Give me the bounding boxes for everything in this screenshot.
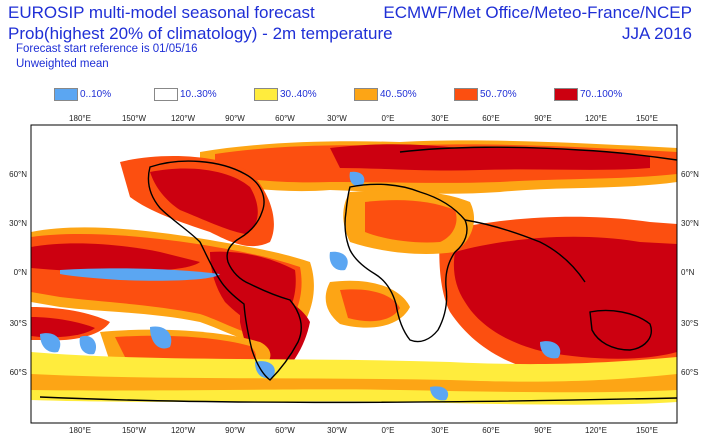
lon-label: 90°E bbox=[534, 426, 551, 435]
coastlines bbox=[39, 146, 677, 404]
legend-label: 0..10% bbox=[80, 89, 112, 100]
season-label: JJA 2016 bbox=[622, 24, 692, 43]
lon-label: 30°E bbox=[431, 426, 448, 435]
lon-label: 30°E bbox=[431, 114, 448, 123]
lat-label: 60°S bbox=[10, 368, 27, 377]
probability-fields bbox=[31, 140, 677, 405]
legend-label: 70..100% bbox=[580, 89, 623, 100]
lat-label: 60°N bbox=[9, 170, 27, 179]
lon-label: 180°E bbox=[69, 114, 91, 123]
right-lat-labels: 60°N 30°N 0°N 30°S 60°S bbox=[681, 170, 699, 377]
lon-label: 60°W bbox=[275, 426, 295, 435]
legend-label: 30..40% bbox=[280, 89, 317, 100]
legend-swatch bbox=[454, 88, 478, 101]
lat-label: 30°S bbox=[681, 319, 698, 328]
lon-label: 150°W bbox=[122, 426, 147, 435]
top-lon-labels: 180°E 150°W 120°W 90°W 60°W 30°W 0°E 30°… bbox=[69, 114, 658, 123]
lat-label: 0°N bbox=[681, 268, 695, 277]
lon-label: 60°W bbox=[275, 114, 295, 123]
lat-label: 30°N bbox=[681, 219, 699, 228]
bottom-lon-labels: 180°E 150°W 120°W 90°W 60°W 30°W 0°E 30°… bbox=[69, 426, 658, 435]
forecast-map: 180°E 150°W 120°W 90°W 60°W 30°W 0°E 30°… bbox=[0, 112, 706, 437]
lon-label: 90°E bbox=[534, 114, 551, 123]
legend-swatch bbox=[354, 88, 378, 101]
legend-swatch bbox=[54, 88, 78, 101]
lat-label: 60°N bbox=[681, 170, 699, 179]
source-label: ECMWF/Met Office/Meteo-France/NCEP bbox=[383, 3, 692, 22]
lon-label: 150°W bbox=[122, 114, 147, 123]
lon-label: 120°E bbox=[585, 114, 607, 123]
lon-label: 120°W bbox=[171, 114, 196, 123]
forecast-reference: Forecast start reference is 01/05/16 bbox=[16, 43, 198, 55]
legend: 0..10% 10..30% 30..40% 40..50% 50..70% 7… bbox=[54, 88, 654, 104]
lon-label: 0°E bbox=[382, 114, 395, 123]
lon-label: 60°E bbox=[482, 426, 499, 435]
legend-swatch bbox=[154, 88, 178, 101]
map-svg: 180°E 150°W 120°W 90°W 60°W 30°W 0°E 30°… bbox=[9, 114, 699, 435]
map-frame bbox=[30, 124, 678, 424]
lat-label: 60°S bbox=[681, 368, 698, 377]
lat-label: 30°N bbox=[9, 219, 27, 228]
lon-label: 90°W bbox=[225, 114, 245, 123]
lon-label: 120°W bbox=[171, 426, 196, 435]
lat-label: 0°N bbox=[14, 268, 28, 277]
lon-label: 30°W bbox=[327, 114, 347, 123]
legend-swatch bbox=[254, 88, 278, 101]
lon-label: 150°E bbox=[636, 114, 658, 123]
lon-label: 30°W bbox=[327, 426, 347, 435]
legend-label: 50..70% bbox=[480, 89, 517, 100]
page-title: EUROSIP multi-model seasonal forecast bbox=[8, 3, 315, 22]
legend-label: 10..30% bbox=[180, 89, 217, 100]
lon-label: 60°E bbox=[482, 114, 499, 123]
legend-swatch bbox=[554, 88, 578, 101]
lon-label: 0°E bbox=[382, 426, 395, 435]
left-lat-labels: 60°N 30°N 0°N 30°S 60°S bbox=[9, 170, 27, 377]
page-subtitle: Prob(highest 20% of climatology) - 2m te… bbox=[8, 24, 393, 43]
lon-label: 150°E bbox=[636, 426, 658, 435]
lat-label: 30°S bbox=[10, 319, 27, 328]
lon-label: 120°E bbox=[585, 426, 607, 435]
lon-label: 180°E bbox=[69, 426, 91, 435]
lon-label: 90°W bbox=[225, 426, 245, 435]
legend-label: 40..50% bbox=[380, 89, 417, 100]
weighting-label: Unweighted mean bbox=[16, 58, 109, 70]
